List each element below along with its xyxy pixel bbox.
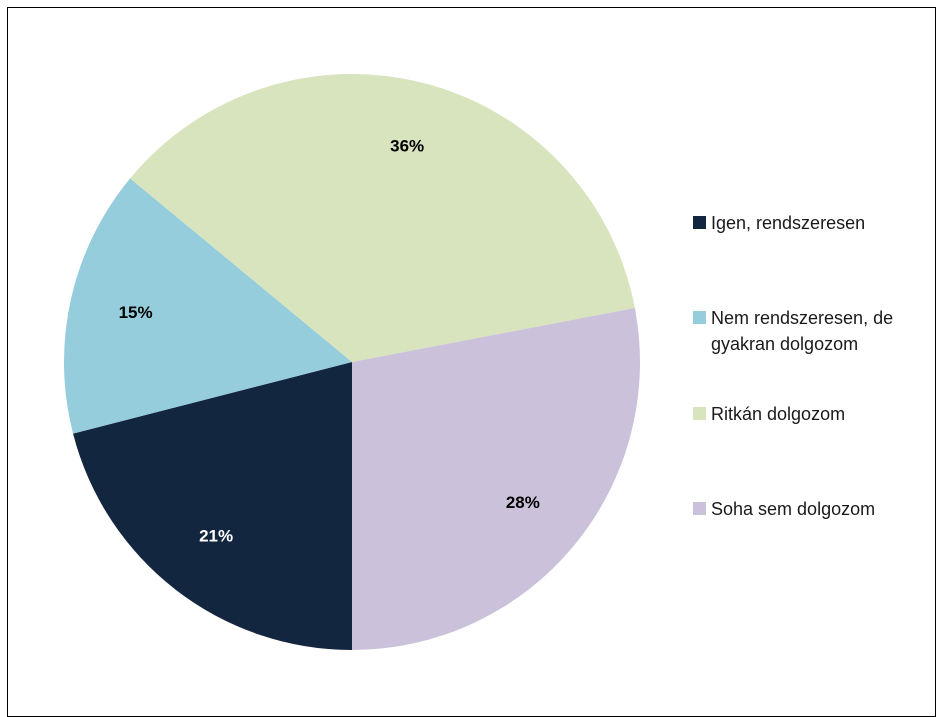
legend-label-igen: Igen, rendszeresen [711, 213, 866, 233]
legend-label-nem-rendszeresen: Nem rendszeresen, de gyakran dolgozom [711, 308, 894, 354]
pie-slices [64, 73, 641, 650]
legend-swatch-igen [693, 216, 706, 229]
legend-label-ritkan: Ritkán dolgozom [711, 404, 846, 424]
legend-swatch-nem-rendszeresen [693, 311, 706, 324]
legend-item-ritkan: Ritkán dolgozom [693, 401, 931, 427]
legend-item-nem-rendszeresen: Nem rendszeresen, de gyakran dolgozom [693, 305, 931, 357]
pie-label-nem-rendszeresen-de-gyakran-dolgozom: 15% [119, 303, 153, 322]
pie-slice-igen-rendszeresen [73, 362, 353, 650]
legend-item-igen: Igen, rendszeresen [693, 210, 931, 236]
pie-slice-ritkan-dolgozom [130, 73, 635, 362]
legend-swatch-ritkan [693, 407, 706, 420]
legend-swatch-soha [693, 502, 706, 515]
legend-label-soha: Soha sem dolgozom [711, 499, 876, 519]
legend-item-soha: Soha sem dolgozom [693, 496, 931, 522]
pie-label-ritkan-dolgozom: 36% [390, 137, 424, 156]
pie-slice-nem-rendszeresen-de-gyakran-dolgozom [64, 178, 352, 434]
pie-slice-soha-sem-dolgozom [352, 308, 641, 650]
pie-label-soha-sem-dolgozom: 28% [506, 493, 540, 512]
pie-labels: 21% 15% 36% 28% [119, 137, 540, 546]
pie-label-igen-rendszeresen: 21% [199, 527, 233, 546]
